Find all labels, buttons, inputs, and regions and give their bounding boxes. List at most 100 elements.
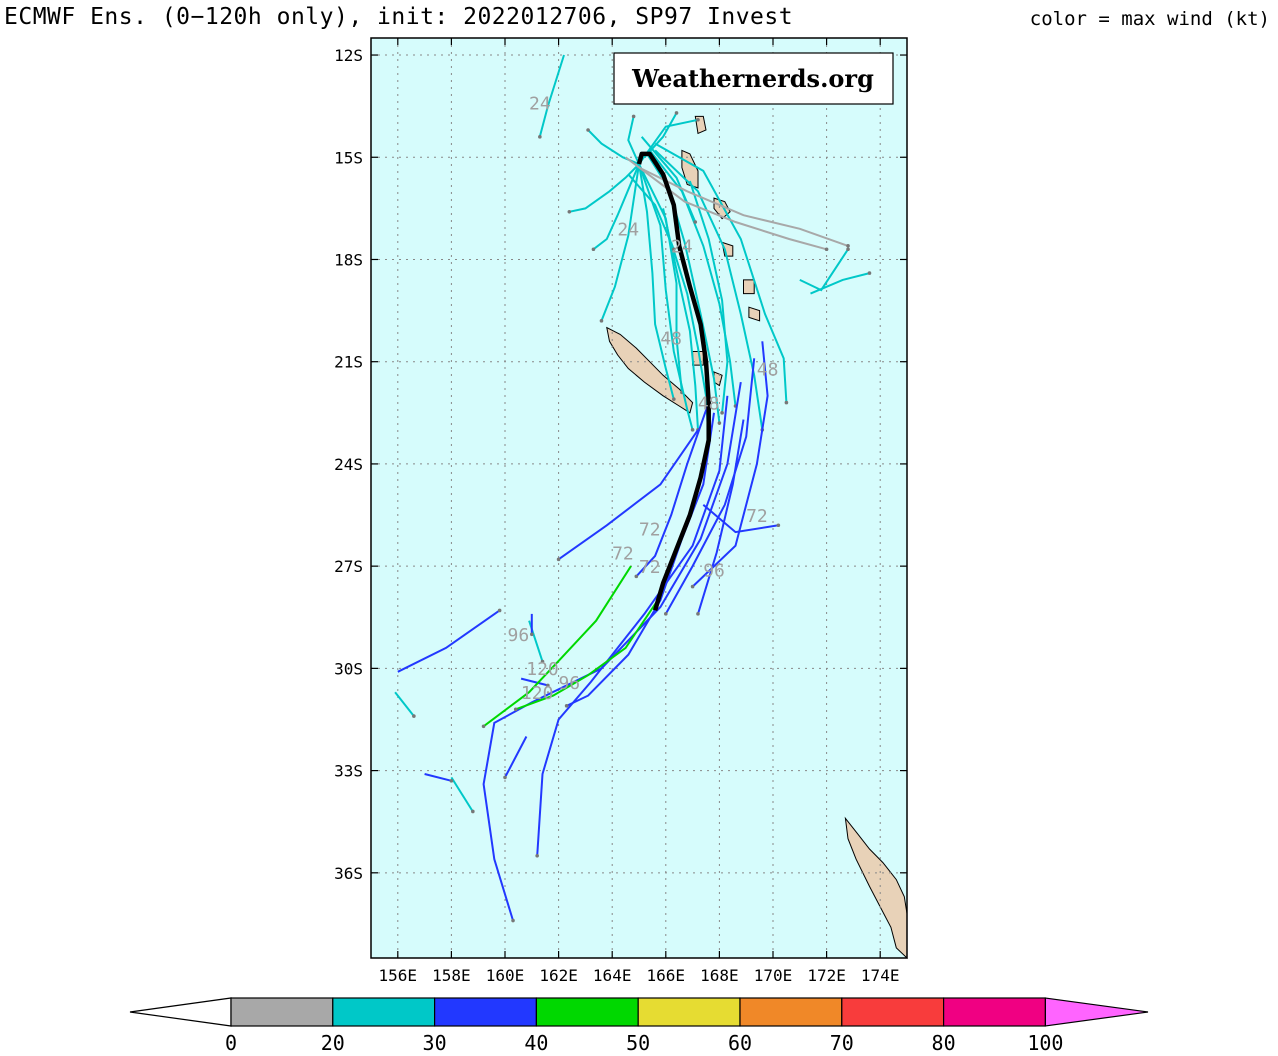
ensemble-track: [691, 341, 769, 588]
ensemble-track: [638, 118, 699, 165]
forecast-hour-label: 24: [529, 94, 551, 115]
colorbar-tick-label: 80: [932, 1031, 956, 1055]
ensemble-track: [627, 173, 675, 250]
ensemble-track: [638, 163, 675, 400]
track-endpoint: [846, 244, 850, 248]
lat-tick-label: 27S: [334, 557, 363, 576]
forecast-hour-label: 72: [612, 543, 634, 564]
ensemble-track: [424, 773, 452, 782]
track-endpoint: [497, 608, 502, 613]
ensemble-track: [515, 599, 659, 711]
ensemble-track: [536, 395, 729, 856]
ensemble-track: [483, 565, 632, 728]
track-endpoint: [586, 128, 590, 132]
longitude-ticks: 156E 158E 160E 162E 164E 166E 168E 170E 172E 174E: [379, 38, 899, 985]
ensemble-track: [538, 54, 565, 138]
ensemble-track: [702, 504, 779, 534]
forecast-hour-label: 120: [526, 659, 559, 680]
forecast-hour-label: 72: [639, 519, 661, 540]
track-endpoint: [717, 421, 722, 425]
ensemble-track: [654, 142, 788, 403]
ensemble-track: [394, 691, 415, 717]
track-endpoint: [513, 707, 518, 712]
track-endpoint: [567, 209, 572, 214]
track-endpoint: [530, 632, 534, 637]
forecast-hour-label: 96: [558, 673, 580, 694]
ensemble-track: [624, 156, 827, 251]
lat-tick-label: 36S: [334, 864, 363, 883]
track-endpoint: [693, 220, 698, 224]
lon-tick-label: 168E: [700, 966, 739, 985]
colorbar-tick-label: 40: [524, 1031, 548, 1055]
track-endpoint: [556, 557, 561, 562]
lon-tick-label: 172E: [807, 966, 846, 985]
colorbar-segment: [230, 997, 334, 1027]
ensemble-track: [520, 677, 549, 687]
ensemble-track: [569, 163, 640, 213]
watermark-text: Weathernerds.org: [631, 64, 874, 93]
ensemble-track: [504, 736, 528, 778]
track-endpoint: [449, 779, 454, 783]
track-endpoint: [631, 114, 636, 119]
colorbar-segment: [637, 997, 741, 1027]
track-endpoint: [720, 411, 724, 415]
track-endpoint: [867, 271, 872, 275]
ensemble-track: [592, 163, 640, 251]
track-endpoint: [824, 247, 829, 252]
lat-tick-label: 21S: [334, 353, 363, 372]
track-endpoint: [784, 400, 789, 405]
colorbar-tick-label: 30: [423, 1031, 447, 1055]
ensemble-track: [662, 208, 699, 430]
colorbar-under-arrow: [129, 997, 232, 1027]
lon-tick-label: 158E: [432, 966, 471, 985]
lat-tick-label: 30S: [334, 659, 363, 678]
colorbar-tick-label: 20: [321, 1031, 345, 1055]
lat-tick-label: 15S: [334, 148, 363, 167]
colorbar-tick-label: 60: [728, 1031, 752, 1055]
forecast-hour-label: 48: [660, 329, 682, 350]
ensemble-track: [799, 248, 849, 292]
ensemble-track: [648, 149, 737, 407]
track-endpoint: [503, 775, 507, 780]
lon-tick-label: 156E: [379, 966, 418, 985]
ensemble-track: [640, 136, 697, 223]
colorbar-tick-label: 0: [225, 1031, 237, 1055]
lat-tick-label: 12S: [334, 46, 363, 65]
colorbar-segment: [841, 997, 945, 1027]
forecast-hour-label: 48: [698, 393, 720, 414]
colorbar-over-arrow: [1044, 997, 1149, 1027]
ensemble-track: [638, 163, 694, 431]
track-endpoint: [672, 247, 676, 252]
track-endpoint: [696, 117, 700, 122]
lat-tick-label: 33S: [334, 762, 363, 781]
colorbar-tick-label: 100: [1027, 1031, 1063, 1055]
track-endpoint: [511, 918, 515, 923]
track-endpoint: [672, 397, 676, 401]
lon-tick-label: 160E: [486, 966, 525, 985]
track-endpoint: [696, 612, 700, 616]
ensemble-track: [638, 166, 849, 247]
ocean-background: [371, 38, 907, 958]
color-legend-note: color = max wind (kt): [1029, 8, 1270, 30]
track-endpoint: [674, 111, 679, 115]
track-endpoint: [599, 319, 604, 323]
colorbar-segment: [942, 997, 1046, 1027]
watermark: Weathernerds.org: [613, 52, 894, 105]
ensemble-track: [558, 429, 699, 561]
lon-tick-label: 164E: [593, 966, 632, 985]
ensemble-track: [664, 358, 756, 615]
track-endpoint: [481, 724, 486, 729]
colorbar-segment: [434, 997, 538, 1027]
ensemble-track: [450, 776, 474, 813]
ensemble-track: [600, 163, 640, 322]
map-frame: [370, 37, 908, 959]
colorbar-segment: [332, 997, 436, 1027]
forecast-hour-label: 96: [508, 625, 530, 646]
track-endpoint: [846, 247, 850, 252]
ensemble-mean-track: [636, 151, 711, 612]
lon-tick-label: 170E: [754, 966, 793, 985]
chart-title: ECMWF Ens. (0−120h only), init: 20220127…: [4, 4, 794, 30]
ensemble-track: [482, 381, 742, 921]
